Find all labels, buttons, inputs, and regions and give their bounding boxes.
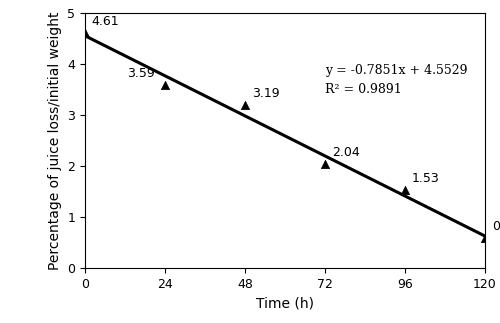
Text: 0.58: 0.58 xyxy=(492,220,500,234)
Point xyxy=(241,103,249,108)
Text: 3.19: 3.19 xyxy=(252,87,280,100)
Text: 4.61: 4.61 xyxy=(92,15,120,28)
Text: 3.59: 3.59 xyxy=(127,67,155,80)
Text: 1.53: 1.53 xyxy=(412,172,440,185)
X-axis label: Time (h): Time (h) xyxy=(256,297,314,310)
Text: y = -0.7851x + 4.5529
R² = 0.9891: y = -0.7851x + 4.5529 R² = 0.9891 xyxy=(325,64,468,96)
Point xyxy=(401,187,409,193)
Point xyxy=(161,82,169,88)
Point xyxy=(321,162,329,167)
Text: 2.04: 2.04 xyxy=(332,146,359,159)
Point xyxy=(81,30,89,36)
Y-axis label: Percentage of juice loss/initial weight: Percentage of juice loss/initial weight xyxy=(48,11,62,270)
Point xyxy=(481,236,489,241)
